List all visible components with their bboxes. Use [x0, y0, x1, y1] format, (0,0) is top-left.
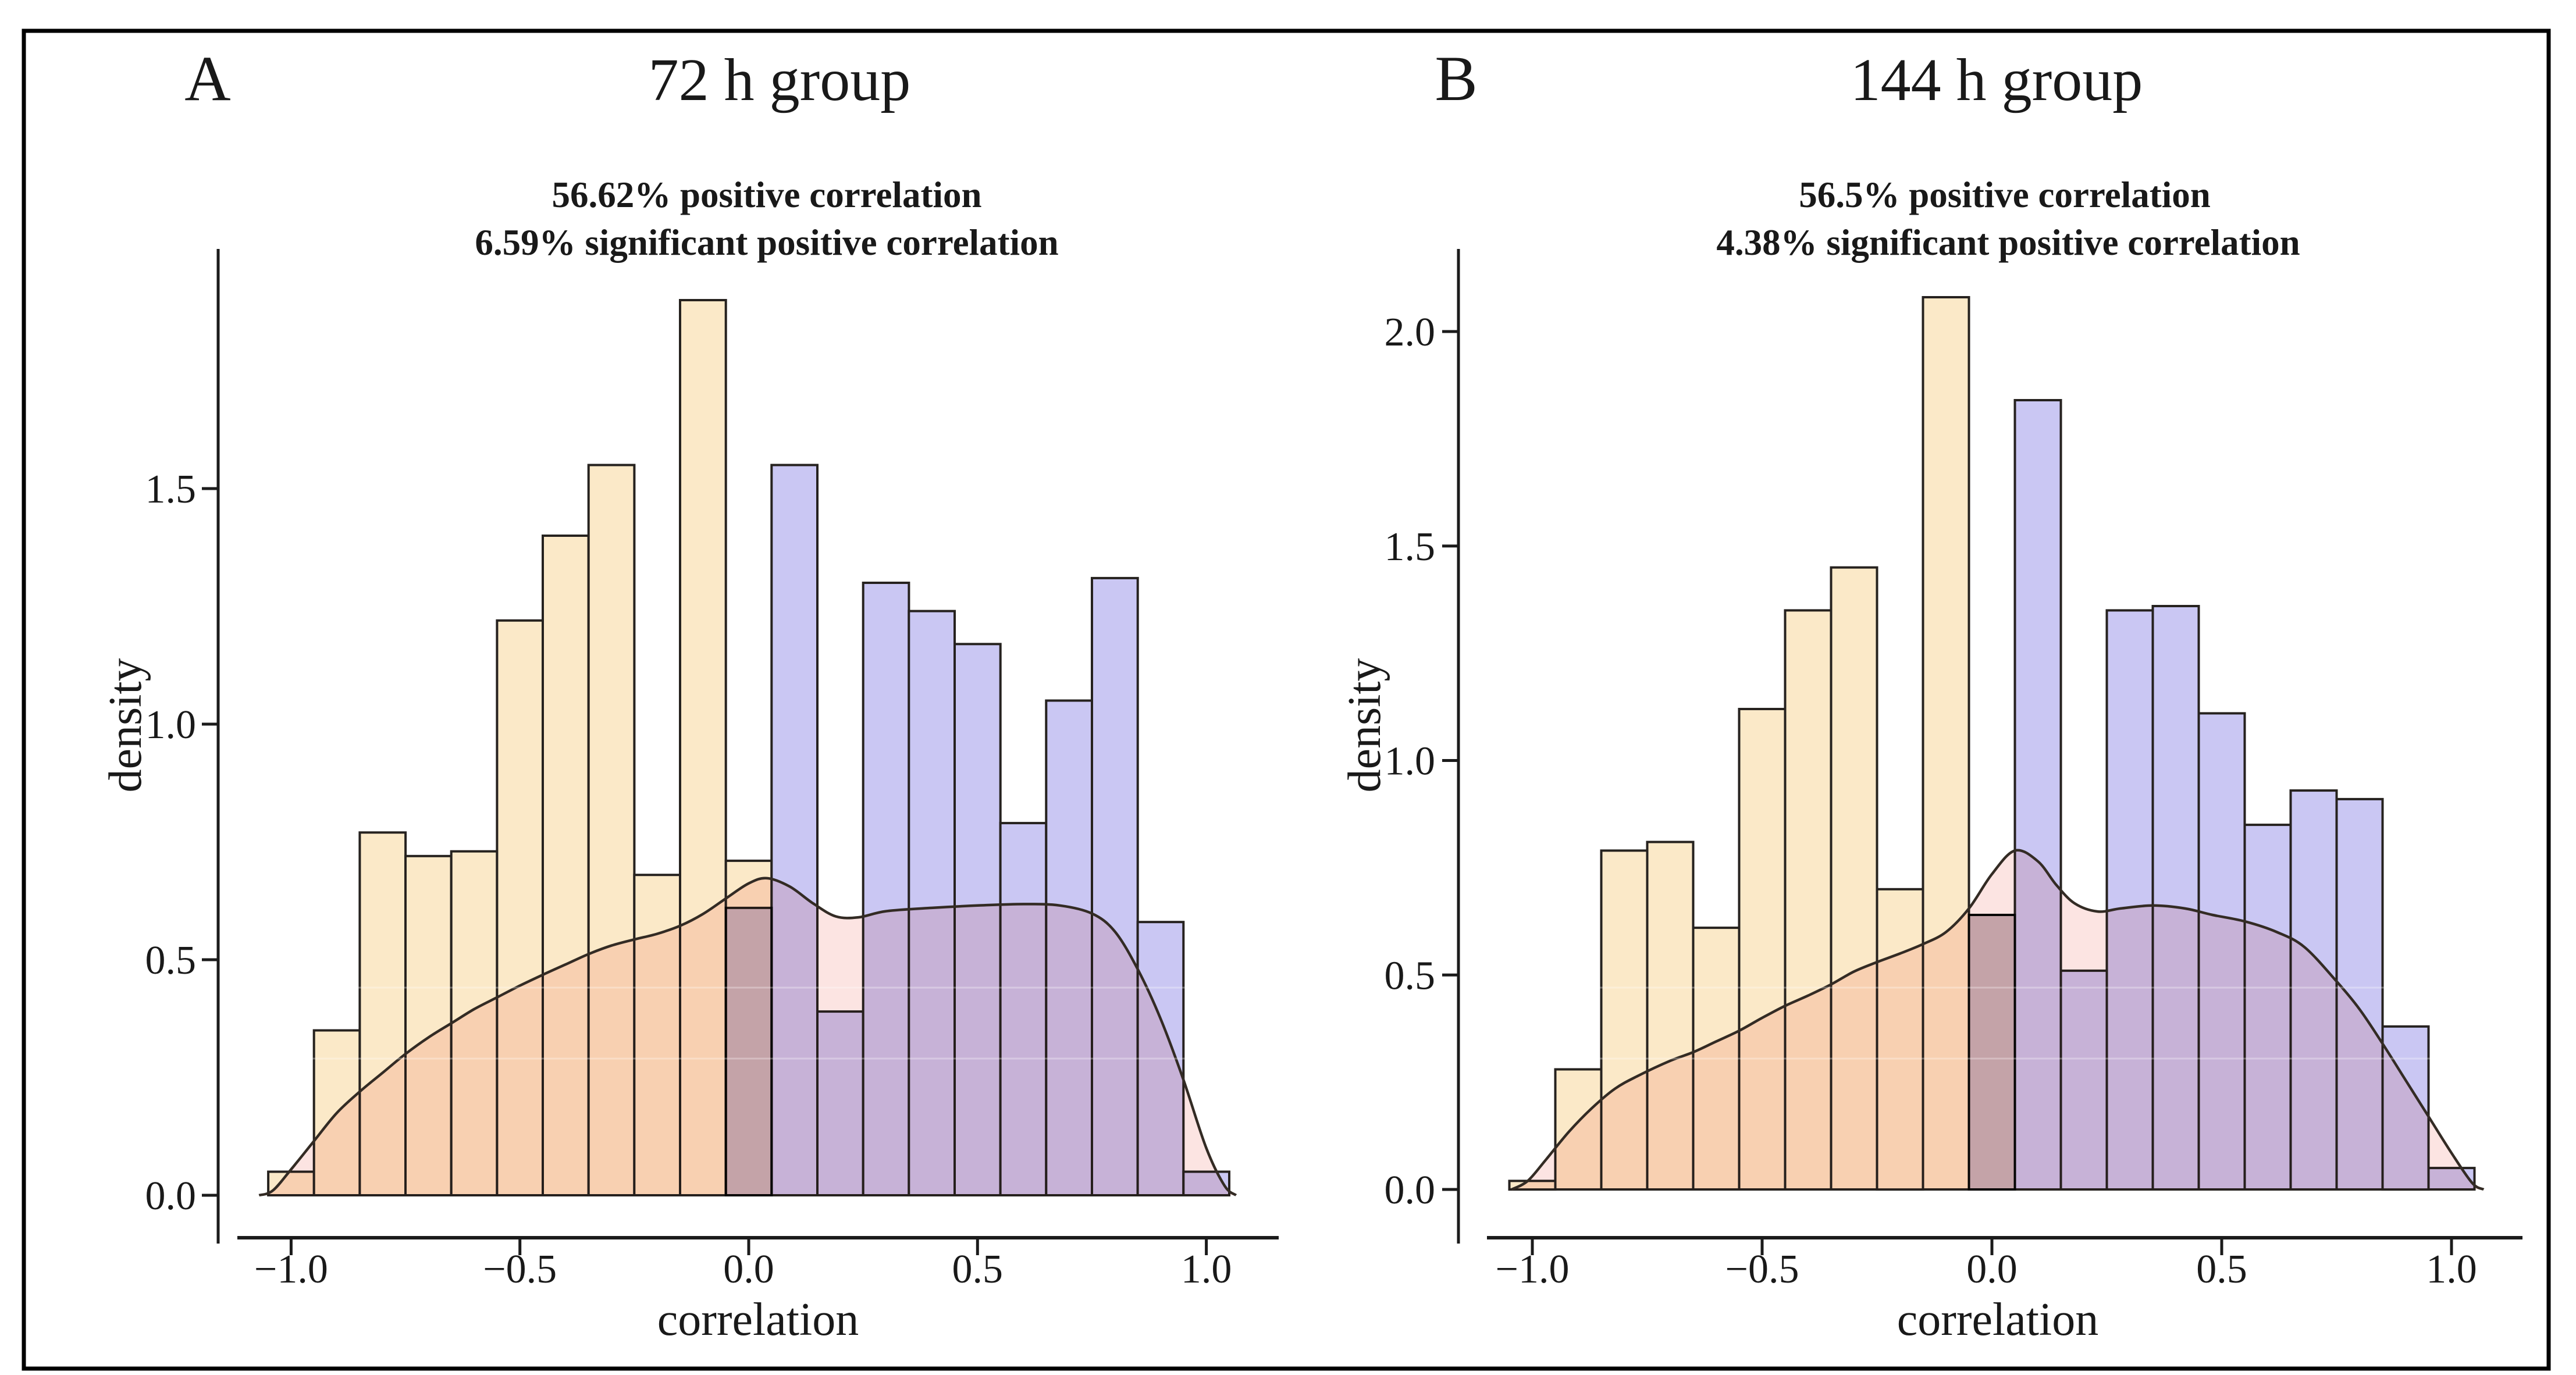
panel-a-annotation-line1: 56.62% positive correlation: [552, 174, 982, 215]
x-axis-tick-label: 0.5: [2196, 1247, 2247, 1292]
panel-a-annotation-line2: 6.59% significant positive correlation: [475, 222, 1058, 263]
kde-density-fill: [1511, 850, 2484, 1189]
x-axis-tick-label: 1.0: [1181, 1247, 1232, 1292]
panel-b-letter: B: [1435, 43, 1477, 114]
x-axis-tick-label: −0.5: [483, 1247, 557, 1292]
panel-a-title: 72 h group: [649, 47, 911, 113]
panel-b-title: 144 h group: [1851, 47, 2143, 113]
x-axis-tick-label: 0.5: [952, 1247, 1004, 1292]
panel-b-xlabel: correlation: [1897, 1294, 2098, 1345]
y-axis-tick-label: 0.0: [1385, 1168, 1436, 1213]
y-axis-tick-label: 0.5: [145, 938, 197, 983]
x-axis-tick-label: 1.0: [2426, 1247, 2477, 1292]
x-axis-tick-label: −1.0: [1496, 1247, 1570, 1292]
x-axis-tick-label: −0.5: [1725, 1247, 1799, 1292]
panel-a-letter: A: [184, 43, 230, 114]
kde-density-curve: [258, 877, 1237, 1197]
panel-b-annotation-line1: 56.5% positive correlation: [1799, 174, 2211, 215]
x-axis-tick-label: 0.0: [723, 1247, 774, 1292]
x-axis-tick-label: 0.0: [1966, 1247, 2018, 1292]
panel-b-plot-area: [1508, 296, 2485, 1191]
y-axis-tick-label: 2.0: [1385, 310, 1436, 355]
panel-b: −1.0 −0.5 0.0 0.5 1.0 0.0 0.5 1.0 1.5 2.0 B 144 h…: [1339, 43, 2522, 1345]
panel-a-axes: −1.0 −0.5 0.0 0.5 1.0 0.0 0.5 1.0 1.5: [145, 249, 1279, 1292]
x-axis-tick-label: −1.0: [254, 1247, 328, 1292]
panel-a-plot-area: [258, 299, 1237, 1197]
figure-border: [22, 29, 2551, 1371]
panel-a-xlabel: correlation: [657, 1294, 859, 1345]
panel-a: −1.0 −0.5 0.0 0.5 1.0 0.0 0.5 1.0 1.5 A 72 h gro…: [100, 43, 1279, 1345]
panel-b-ylabel: density: [1339, 658, 1390, 792]
panel-a-ylabel: density: [100, 658, 151, 792]
y-axis-tick-label: 1.5: [145, 467, 197, 512]
panel-b-annotation-line2: 4.38% significant positive correlation: [1716, 222, 2300, 263]
y-axis-tick-label: 0.0: [145, 1174, 197, 1219]
y-axis-tick-label: 1.5: [1385, 525, 1436, 569]
kde-density-curve: [1511, 849, 2485, 1191]
panel-b-axes: −1.0 −0.5 0.0 0.5 1.0 0.0 0.5 1.0 1.5 2.0: [1385, 249, 2522, 1292]
y-axis-tick-label: 1.0: [145, 703, 197, 747]
kde-density-fill: [259, 878, 1236, 1195]
y-axis-tick-label: 1.0: [1385, 739, 1436, 784]
y-axis-tick-label: 0.5: [1385, 953, 1436, 998]
